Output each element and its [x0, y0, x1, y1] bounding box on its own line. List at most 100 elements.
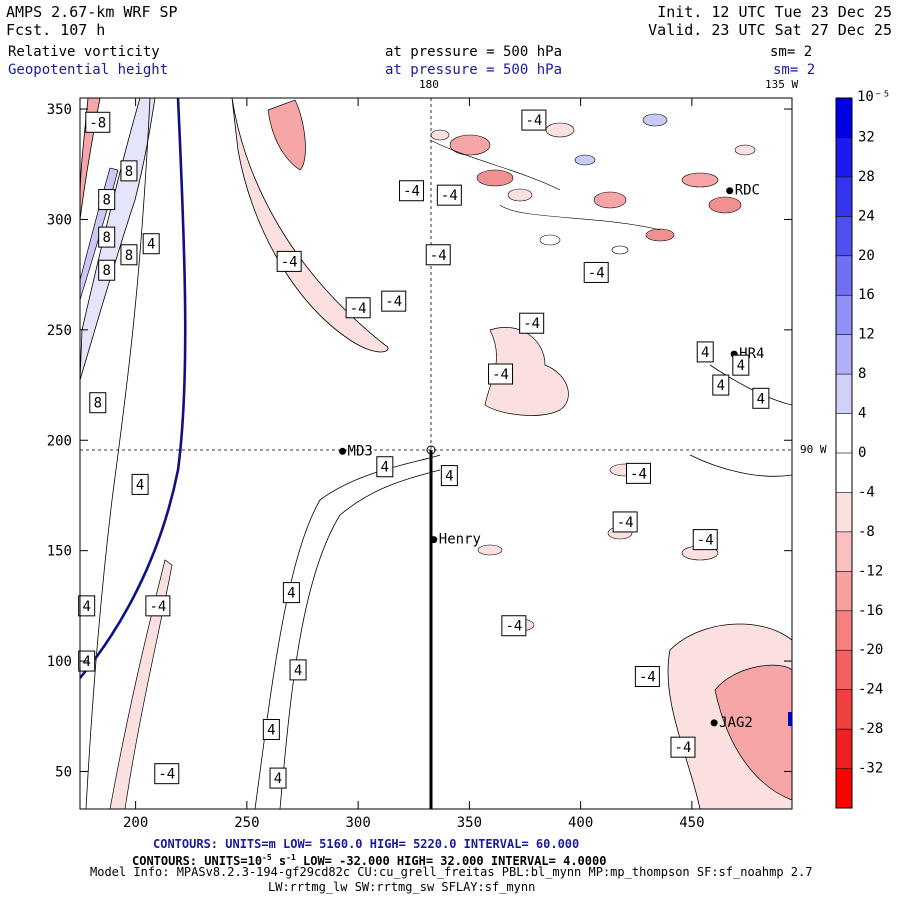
contour-label-box [78, 595, 96, 617]
colorbar-tick-label: 20 [858, 248, 875, 264]
colorbar-tick-label: 8 [858, 366, 866, 382]
contour-label-text: 4 [717, 378, 725, 394]
negative-streak-lower-left [109, 559, 173, 809]
colorbar-swatch [836, 571, 852, 611]
colorbar-tick-label: 28 [858, 169, 875, 185]
contour-label-text: -4 [385, 294, 402, 310]
colorbar-tick-label: -8 [858, 524, 875, 540]
contour-label: -4 [145, 595, 171, 617]
field1-name: Relative vorticity [8, 44, 160, 60]
colorbar-swatch [836, 768, 852, 808]
station-dot [430, 536, 438, 544]
colorbar-swatch [836, 453, 852, 493]
colorbar-swatch [836, 295, 852, 335]
contour-label-text: -4 [630, 466, 647, 482]
colorbar-swatch [836, 650, 852, 690]
contour-label-text: -4 [697, 533, 714, 549]
contour-label-text: -4 [430, 248, 447, 264]
contour-label-box [120, 244, 138, 266]
contour-label-box [670, 736, 696, 758]
contour-label: -4 [519, 312, 545, 334]
contour-label: -4 [521, 109, 547, 131]
colorbar-swatch [836, 413, 852, 453]
contour-label-box [289, 659, 307, 681]
contour-label-box [440, 465, 458, 487]
contour-label-text: 4 [147, 237, 155, 253]
contour-label-text: -4 [492, 367, 509, 383]
shaded-fields [80, 98, 792, 809]
contour-label-text: -4 [639, 670, 656, 686]
colorbar-swatch [836, 334, 852, 375]
forecast-hour: Fcst. 107 h [6, 21, 106, 39]
colorbar-tick-label: 32 [858, 129, 875, 145]
colorbar-tick-label: -24 [858, 682, 883, 698]
crosshair-marker [426, 445, 436, 455]
contour-label-text: 4 [287, 586, 295, 602]
contour-label: 4 [712, 374, 730, 396]
contour-label-box [488, 363, 514, 385]
contour-label: 8 [98, 226, 116, 248]
x-tick-label: 200 [123, 815, 148, 831]
contour-label-box [425, 244, 451, 266]
contour-label-text: -4 [158, 767, 175, 783]
field1-smoothing: sm= 2 [770, 44, 813, 60]
right-edge-marker [788, 712, 792, 726]
contour-label-box [345, 297, 371, 319]
contour-label-box [142, 233, 160, 255]
contour-label: 4 [376, 456, 394, 478]
contour-label-text: -4 [403, 184, 420, 200]
x-tick-label: 450 [679, 815, 704, 831]
contour-label-box [692, 529, 718, 551]
colorbar: 32 28 24 20 16 12 8 4 0 -4 -8 -12 -16 -20 -24 -28 -32 [835, 97, 883, 809]
contour-label-text: 4 [701, 345, 709, 361]
colorbar-swatch [836, 98, 852, 138]
x-tick-label: 250 [234, 815, 259, 831]
contour-label: -4 [583, 261, 609, 283]
contour-label-box [131, 473, 149, 495]
contour-label-text: 4 [274, 771, 282, 787]
colorbar-swatch [836, 729, 852, 769]
colorbar-tick-label: 0 [858, 445, 866, 461]
contour-label-box [625, 462, 651, 484]
colorbar-tick-label: 24 [858, 208, 875, 224]
meridian-90w-label: 90 W [800, 443, 827, 456]
contour-label: 4 [732, 354, 750, 376]
y-tick-label: 50 [55, 764, 72, 780]
contour-label: 8 [98, 189, 116, 211]
contour-label: 8 [120, 244, 138, 266]
contour-label-text: -4 [523, 316, 540, 332]
contour-label-box [583, 261, 609, 283]
contour-label-box [436, 184, 462, 206]
contour-label-box [282, 582, 300, 604]
contour-label: 4 [78, 595, 96, 617]
y-tick-label: 350 [47, 102, 72, 118]
contour-label-box [145, 595, 171, 617]
contour-label: -4 [670, 736, 696, 758]
contour-label: 4 [440, 465, 458, 487]
station-dot [726, 187, 734, 195]
contour-label-box [89, 392, 107, 414]
colorbar-tick-label: -16 [858, 603, 883, 619]
y-tick-label: 300 [47, 212, 72, 228]
meridian-135w-label: 135 W [765, 78, 799, 91]
colorbar-swatch [836, 255, 852, 296]
colorbar-tick-label: -4 [858, 484, 875, 500]
contour-label-box [752, 387, 770, 409]
colorbar-swatch [836, 176, 852, 217]
contour-label: 4 [262, 719, 280, 741]
station-label: JAG2 [719, 715, 753, 731]
plot-frame [79, 97, 793, 810]
colorbar-tick-label: -20 [858, 642, 883, 658]
contour-label-text: 8 [102, 263, 110, 279]
contour-label: -4 [625, 462, 651, 484]
contour-label-text: 4 [381, 460, 389, 476]
colorbar-swatch [836, 492, 852, 532]
contour-label: 4 [752, 387, 770, 409]
contour-label: -4 [501, 615, 527, 637]
contour-label-text: -4 [525, 113, 542, 129]
contour-label: -4 [381, 290, 407, 312]
contour-label-box [696, 341, 714, 363]
contour-label: 4 [269, 767, 287, 789]
